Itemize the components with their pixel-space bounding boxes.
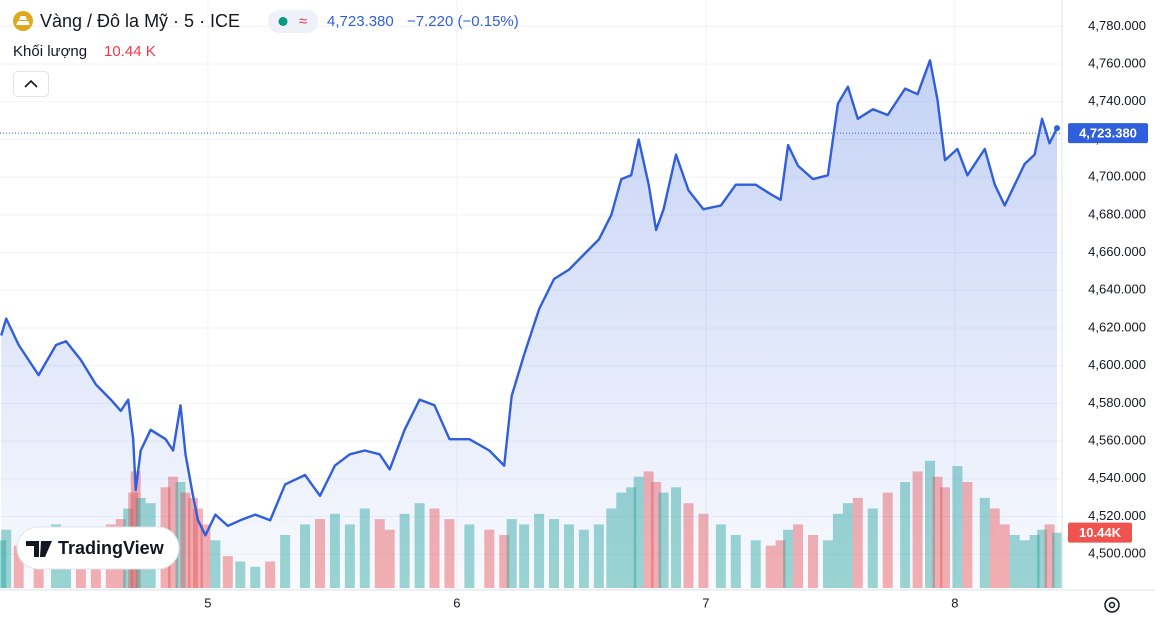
symbol-title: Vàng / Đô la Mỹ · 5 · ICE xyxy=(40,11,240,31)
last-point xyxy=(1054,125,1061,132)
price-line xyxy=(0,59,1059,537)
y-tick-label: 4,520.000 xyxy=(1088,508,1146,523)
x-tick-label: 8 xyxy=(951,595,958,610)
y-tick-label: 4,600.000 xyxy=(1088,357,1146,372)
y-tick-label: 4,780.000 xyxy=(1088,18,1146,33)
y-tick-label: 4,560.000 xyxy=(1088,433,1146,448)
delay-marker: ≈ xyxy=(299,13,307,30)
y-tick-label: 4,700.000 xyxy=(1088,169,1146,184)
y-tick-label: 4,680.000 xyxy=(1088,206,1146,221)
y-tick-label: 4,500.000 xyxy=(1088,546,1146,561)
y-tick-label: 4,760.000 xyxy=(1088,56,1146,71)
last-price: 4,723.380 xyxy=(327,13,394,30)
y-tick-label: 4,640.000 xyxy=(1088,282,1146,297)
price-change: −7.220 (−0.15%) xyxy=(407,13,519,30)
collapse-button[interactable] xyxy=(13,71,49,97)
y-axis: 4,500.000 4,520.000 4,540.000 4,560.000 4,58… xyxy=(204,18,1148,610)
y-tick-label: 4,660.000 xyxy=(1088,244,1146,259)
y-tick-label: 4,620.000 xyxy=(1088,319,1146,334)
x-tick-label: 7 xyxy=(702,595,709,610)
volume-bar xyxy=(1052,532,1063,588)
volume-value: 10.44 K xyxy=(104,43,156,60)
volume-name: Khối lượng xyxy=(13,43,87,60)
x-tick-label: 5 xyxy=(204,595,211,610)
last-price-badge xyxy=(1068,123,1148,144)
x-tick-label: 6 xyxy=(453,595,460,610)
market-open-dot xyxy=(278,17,288,26)
tradingview-logo[interactable]: TradingView xyxy=(16,526,180,570)
y-tick-label: 4,540.000 xyxy=(1088,470,1146,485)
symbol-icon-bars xyxy=(16,16,30,25)
y-tick-label: 4,740.000 xyxy=(1088,93,1146,108)
price-pane xyxy=(0,59,1062,591)
settings-button[interactable] xyxy=(1104,597,1120,613)
volume-badge xyxy=(1068,522,1132,543)
volume-badge-text: 10.44K xyxy=(1079,525,1122,540)
logo-text: TradingView xyxy=(58,538,165,558)
last-price-badge-text: 4,723.380 xyxy=(1079,126,1137,141)
status-pill xyxy=(268,10,318,33)
price-area xyxy=(1,60,1058,591)
y-tick-label: 4,580.000 xyxy=(1088,395,1146,410)
